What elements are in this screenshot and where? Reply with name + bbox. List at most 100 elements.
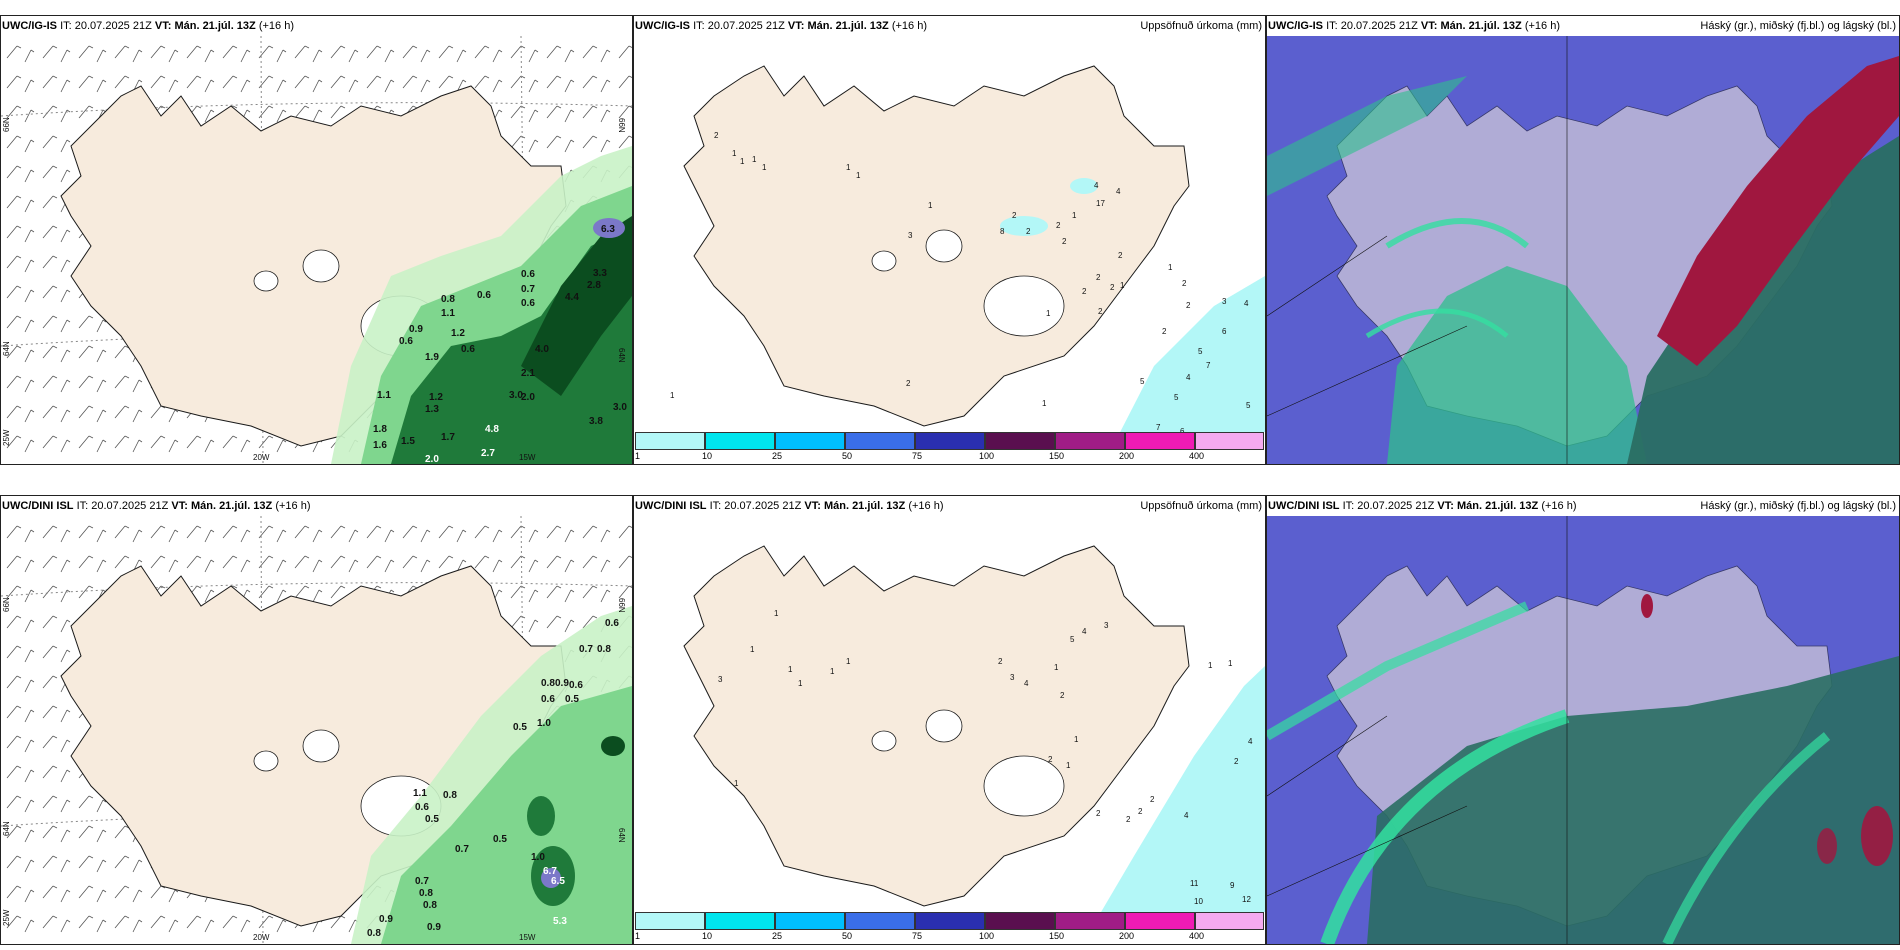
panel-accum-precip-dini: UWC/DINI ISL IT: 20.07.2025 21Z VT: Mán.… [633, 495, 1266, 945]
accum-value: 1 [1066, 761, 1071, 770]
panel-header: UWC/IG-IS IT: 20.07.2025 21Z VT: Mán. 21… [634, 16, 1265, 36]
accum-value: 2 [1150, 795, 1155, 804]
precip-value: 3.8 [589, 416, 603, 427]
accum-value: 4 [1184, 811, 1189, 820]
vt-time: Mán. 21.júl. 13Z [174, 20, 256, 32]
it-label: IT: [76, 500, 89, 512]
precip-value: 1.0 [537, 718, 551, 729]
it-time: 20.07.2025 21Z [74, 20, 152, 32]
accum-value: 4 [1248, 737, 1253, 746]
precip-value: 0.9 [427, 922, 441, 933]
lead-time: (+16 h) [258, 20, 294, 32]
colorbar-tick: 1 [635, 451, 641, 461]
it-time: 20.07.2025 21Z [1340, 20, 1418, 32]
it-label: IT: [1326, 20, 1338, 32]
model-name: UWC/IG-IS [1268, 20, 1323, 32]
accum-value: 2 [714, 131, 719, 140]
model-name: UWC/DINI ISL [2, 500, 74, 512]
it-label: IT: [709, 500, 722, 512]
accum-value: 1 [752, 155, 757, 164]
accum-value: 2 [1118, 251, 1123, 260]
colorbar-tick: 400 [1189, 931, 1205, 941]
accum-value: 3 [1104, 621, 1109, 630]
accum-value: 1 [1228, 659, 1233, 668]
it-time: 20.07.2025 21Z [707, 20, 785, 32]
colorbar-tick: 75 [912, 451, 923, 461]
lat-label: 66N [2, 597, 11, 612]
precip-value: 1.3 [425, 404, 439, 415]
precip-value: 0.7 [521, 284, 535, 295]
cloud-mid-band [1367, 656, 1899, 944]
accum-value: 1 [670, 391, 675, 400]
lon-label: 20W [253, 453, 270, 462]
colorbar-swatch [985, 912, 1055, 930]
accum-value: 1 [750, 645, 755, 654]
accum-value: 1 [798, 679, 803, 688]
lon-label: 20W [253, 933, 270, 942]
accum-value: 1 [1054, 663, 1059, 672]
accum-value: 1 [1120, 281, 1125, 290]
colorbar-tick: 150 [1049, 931, 1065, 941]
accum-value: 1 [830, 667, 835, 676]
accum-value: 5 [1198, 347, 1203, 356]
precip-value: 0.8 [443, 790, 457, 801]
accum-value: 2 [1126, 815, 1131, 824]
precip-value: 0.5 [425, 814, 439, 825]
colorbar-tick: 200 [1119, 451, 1135, 461]
vt-time: Mán. 21.júl. 13Z [807, 20, 889, 32]
accum-value: 1 [1074, 735, 1079, 744]
lead-time: (+16 h) [908, 500, 944, 512]
accum-value: 2 [1098, 307, 1103, 316]
lat-label: 64N [617, 348, 626, 363]
lon-label: 15W [519, 453, 536, 462]
precip-value: 2.1 [521, 368, 535, 379]
lat-label: 64N [617, 828, 626, 843]
colorbar-swatch [915, 912, 985, 930]
accum-value: 7 [1206, 361, 1211, 370]
precip-value: 0.6 [415, 802, 429, 813]
accum-value: 8 [1000, 227, 1005, 236]
lead-time: (+16 h) [891, 20, 927, 32]
colorbar-swatch [1055, 432, 1125, 450]
precip-value: 3.0 [509, 390, 523, 401]
precip-value: 0.6 [399, 336, 413, 347]
vt-time: Mán. 21.júl. 13Z [190, 500, 273, 512]
precip-value: 1.1 [377, 390, 391, 401]
accum-value: 4 [1186, 373, 1191, 382]
colorbar-tick: 75 [912, 931, 923, 941]
colorbar-tick: 25 [772, 931, 783, 941]
model-name: UWC/IG-IS [2, 20, 57, 32]
it-time: 20.07.2025 21Z [91, 500, 169, 512]
colorbar-tick: 150 [1049, 451, 1065, 461]
accum-value: 2 [906, 379, 911, 388]
precip-value: 0.7 [415, 876, 429, 887]
map-wind-precip: 0.6 0.7 0.8 0.8 0.9 0.6 0.6 0.5 1.0 0.5 … [1, 516, 632, 944]
cloud-mid-band [1387, 266, 1647, 464]
panel-clouds-ig: UWC/IG-IS IT: 20.07.2025 21Z VT: Mán. 21… [1266, 15, 1900, 465]
vt-label: VT: [1437, 500, 1454, 512]
accum-value: 2 [1012, 211, 1017, 220]
precip-value: 2.0 [425, 454, 439, 464]
precip-value: 0.8 [367, 928, 381, 939]
map-wind-precip: 6.3 3.3 0.6 0.7 0.6 2.8 0.6 4.4 0.8 1.1 … [1, 36, 632, 464]
precip-value: 1.0 [531, 852, 545, 863]
model-name: UWC/DINI ISL [635, 500, 707, 512]
colorbar: 1 10 25 50 75 100 150 200 400 [634, 432, 1265, 464]
cloud-low-band [1657, 56, 1899, 366]
vt-label: VT: [1420, 20, 1438, 32]
accum-value: 10 [1194, 897, 1203, 906]
model-name: UWC/IG-IS [635, 20, 690, 32]
accum-value: 2 [1026, 227, 1031, 236]
colorbar-swatch [1195, 432, 1264, 450]
accum-value: 2 [998, 657, 1003, 666]
accum-value: 2 [1162, 327, 1167, 336]
accum-value: 2 [1062, 237, 1067, 246]
precip-low-area [1094, 666, 1265, 924]
colorbar-swatch [985, 432, 1055, 450]
accum-value: 1 [732, 149, 737, 158]
precip-value: 5.3 [553, 916, 567, 927]
colorbar-swatch [705, 432, 775, 450]
precip-value: 0.8 [441, 294, 455, 305]
cloud-low-spot [1641, 594, 1653, 618]
accum-value: 4 [1094, 181, 1099, 190]
